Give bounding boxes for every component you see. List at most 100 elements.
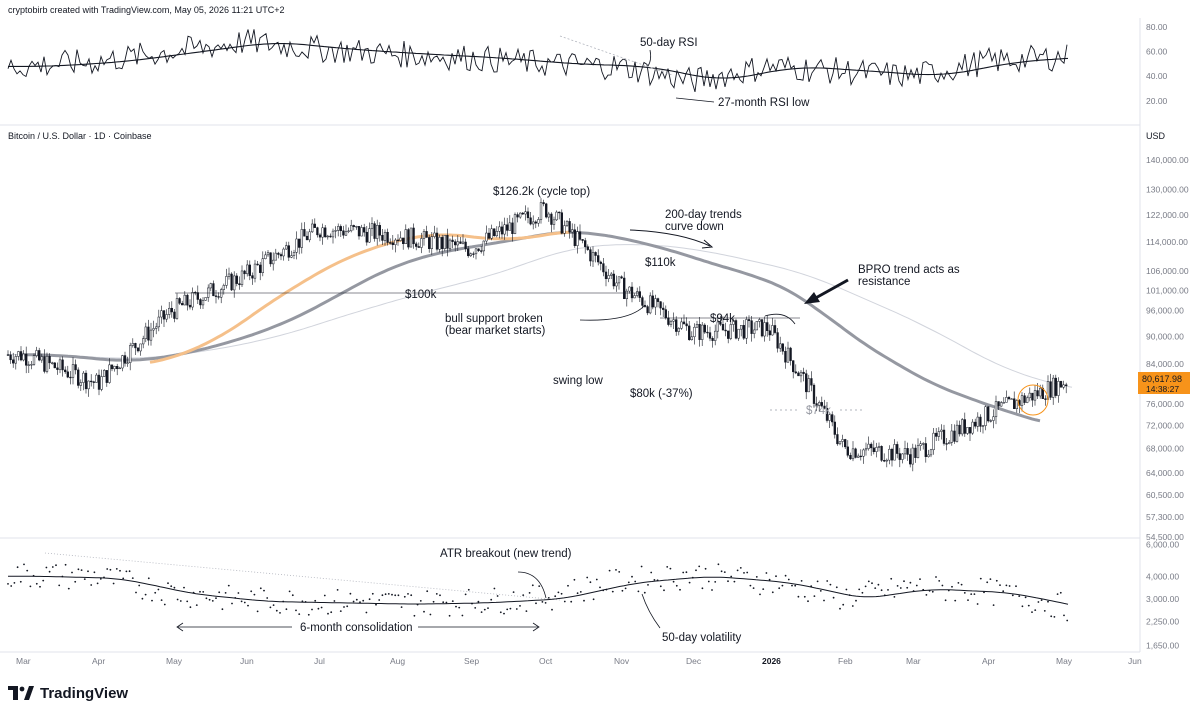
price-candle: [875, 442, 878, 458]
price-candle: [217, 292, 220, 300]
price-candle: [92, 380, 95, 389]
price-candle: [916, 438, 920, 459]
price-candle: [1059, 380, 1063, 388]
atr-dot: [506, 608, 509, 611]
price-candle: [352, 224, 355, 231]
price-tick-label: 106,000.00: [1146, 266, 1189, 276]
price-candle: [958, 420, 961, 437]
price-candle: [823, 399, 826, 410]
price-candle: [420, 232, 423, 254]
price-candle: [438, 234, 441, 253]
atr-dot: [426, 590, 429, 593]
atr-dot: [151, 599, 153, 602]
bull-label-1: bull support broken: [445, 313, 543, 325]
atr-dot: [807, 600, 809, 603]
ma-orange-line: [149, 230, 571, 364]
atr-dot: [512, 591, 515, 593]
rsi-50-arrow: [647, 49, 652, 67]
price-candle: [134, 342, 137, 355]
price-candle: [1062, 380, 1065, 390]
atr-dot: [1008, 585, 1011, 587]
price-candle: [214, 290, 218, 304]
atr-dot: [925, 594, 928, 596]
price-candle: [737, 328, 740, 341]
tradingview-logo-icon: [8, 686, 34, 700]
price-candle: [79, 379, 82, 391]
atr-dot: [461, 614, 464, 617]
price-candle: [643, 300, 647, 308]
atr-dot: [599, 586, 601, 589]
price-candle: [571, 223, 574, 238]
p74k-label: $74k: [806, 405, 831, 417]
atr-dot: [263, 589, 265, 592]
price-candle: [235, 273, 238, 287]
price-candle: [877, 442, 881, 452]
time-tick-label: Nov: [614, 656, 630, 666]
price-candle: [859, 449, 862, 461]
atr-dot: [551, 608, 553, 611]
atr-dot: [592, 598, 595, 601]
price-candle: [994, 395, 998, 425]
atr-dot: [179, 600, 182, 602]
price-candle: [446, 228, 449, 257]
price-candle: [789, 346, 792, 366]
price-candle: [300, 222, 303, 254]
price-candle: [136, 347, 140, 353]
price-tick-label: 76,000.00: [1146, 399, 1184, 409]
price-candle: [534, 220, 537, 229]
price-candle: [225, 268, 228, 289]
price-tick-label: 122,000.00: [1146, 210, 1189, 220]
atr-dot: [58, 584, 61, 587]
price-candle: [513, 212, 517, 235]
price-candle: [667, 310, 670, 327]
price-candle: [472, 251, 475, 258]
price-candle: [144, 322, 147, 343]
price-candle: [828, 413, 831, 429]
atr-dot: [931, 590, 934, 593]
price-candle: [1049, 373, 1052, 401]
tradingview-brand: TradingView: [8, 683, 128, 703]
consolidation-label-bg: [292, 620, 418, 634]
atr-dot: [1034, 609, 1037, 611]
atr-dot: [1053, 616, 1056, 618]
price-candle: [279, 252, 283, 261]
price-candle: [69, 371, 72, 385]
atr-dot: [343, 606, 345, 608]
atr-dot: [1015, 585, 1017, 588]
atr-dot: [509, 607, 512, 610]
atr-dot: [787, 578, 790, 581]
atr-dot: [160, 599, 163, 601]
price-candle: [90, 374, 93, 387]
atr-dot: [570, 600, 573, 603]
price-candle: [542, 199, 545, 207]
price-candle: [129, 342, 132, 371]
price-candle: [1057, 377, 1060, 403]
atr-dot: [723, 571, 726, 573]
atr-dot: [339, 610, 342, 612]
atr-dot: [503, 612, 505, 615]
atr-dot: [432, 600, 435, 603]
price-candle: [620, 275, 623, 280]
atr-ma-line: [8, 575, 1069, 605]
price-candle: [617, 276, 621, 290]
atr-dot: [1011, 594, 1014, 597]
atr-dot: [855, 599, 857, 602]
atr-dot: [1063, 614, 1065, 617]
atr-dot: [675, 584, 678, 587]
atr-dot: [720, 570, 723, 573]
atr-dot: [87, 570, 89, 573]
price-candle: [454, 239, 457, 252]
atr-dot: [336, 589, 339, 591]
atr-dot: [669, 567, 672, 570]
atr-dot: [999, 584, 1001, 586]
price-tag-price: 80,617.98: [1142, 374, 1182, 384]
atr-dot: [138, 584, 141, 587]
price-candle: [768, 324, 771, 341]
atr-dot: [960, 583, 963, 586]
atr-dot: [640, 565, 643, 568]
price-candle: [890, 447, 894, 467]
atr-dot: [279, 612, 281, 614]
price-candle: [1002, 397, 1005, 404]
price-candle: [321, 223, 324, 245]
price-candle: [233, 271, 236, 298]
